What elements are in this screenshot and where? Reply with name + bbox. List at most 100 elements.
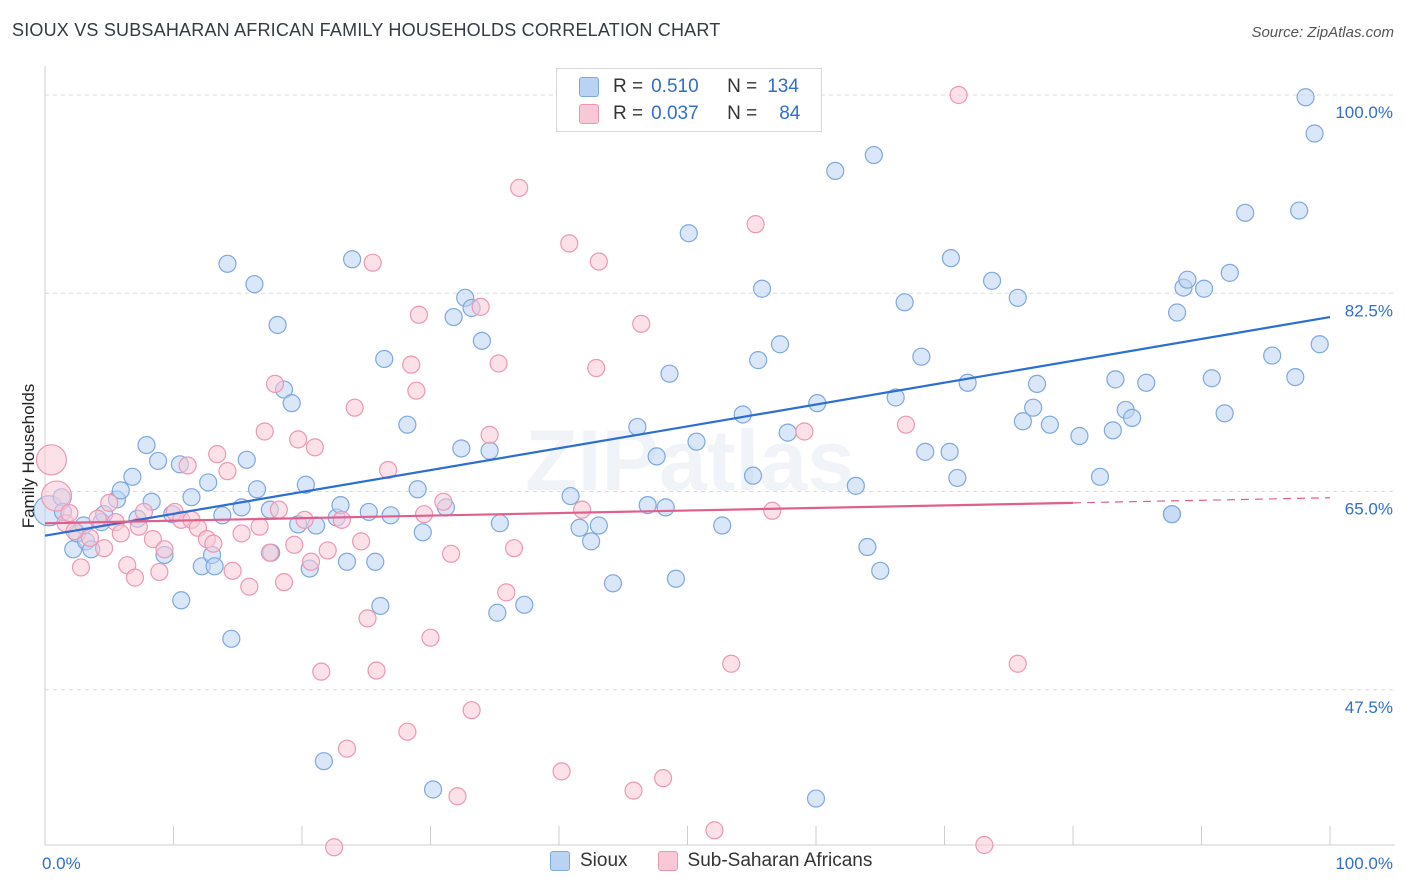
data-point [1236, 203, 1255, 222]
data-point [407, 381, 426, 400]
data-point [1290, 201, 1309, 220]
data-point [367, 661, 386, 680]
data-point [1296, 88, 1315, 107]
data-point [312, 662, 331, 681]
data-point [1202, 369, 1221, 388]
data-point [314, 752, 333, 771]
data-point [749, 351, 768, 370]
x-tick-label: 0.0% [42, 854, 81, 873]
legend-swatch-sioux [579, 77, 599, 97]
data-point [378, 460, 398, 480]
data-point [352, 532, 371, 551]
data-point [1123, 408, 1142, 427]
legend-label-subsaharan: Sub-Saharan Africans [687, 850, 873, 871]
data-point [660, 364, 679, 383]
data-point [223, 561, 242, 580]
data-point [1090, 467, 1110, 486]
data-point [1263, 346, 1282, 365]
legend-n-label: N = [727, 76, 758, 97]
legend-r-label: R = [613, 103, 644, 124]
data-point [705, 821, 724, 840]
data-point [982, 271, 1002, 290]
data-point [337, 739, 357, 758]
data-point [150, 562, 169, 582]
data-point [666, 569, 686, 588]
legend-swatch-subsaharan [579, 104, 599, 124]
data-point [806, 789, 826, 808]
data-point [624, 781, 643, 800]
data-point [375, 349, 394, 369]
data-point [713, 516, 732, 535]
data-point [504, 539, 524, 558]
data-point [444, 307, 463, 327]
data-point [573, 500, 592, 519]
legend-r-label: R = [613, 76, 644, 97]
data-point [1167, 303, 1187, 322]
data-point [245, 275, 264, 294]
trend-lines [44, 315, 1331, 537]
y-tick-label: 47.5% [1345, 698, 1393, 717]
data-point [1305, 124, 1324, 143]
data-point [363, 253, 382, 272]
data-point [510, 178, 529, 197]
data-point [752, 279, 772, 298]
data-point [589, 252, 608, 271]
data-point [100, 493, 119, 512]
data-point [561, 486, 580, 506]
trend-line-1 [44, 501, 1074, 525]
data-point [743, 466, 763, 485]
data-point [871, 561, 890, 580]
data-point [746, 215, 765, 234]
chart-title: SIOUX VS SUBSAHARAN AFRICAN FAMILY HOUSE… [12, 20, 721, 40]
data-point [295, 510, 314, 529]
data-point [471, 297, 490, 316]
data-point [325, 838, 344, 857]
data-point [208, 445, 227, 464]
data-point [80, 528, 100, 548]
data-point [656, 498, 675, 517]
data-point [490, 514, 509, 533]
grid-lines [45, 94, 1395, 691]
data-point [269, 500, 288, 519]
data-point [423, 780, 443, 799]
data-point [218, 462, 237, 481]
data-point [480, 441, 499, 460]
data-point [296, 475, 315, 494]
legend-label-sioux: Sioux [580, 850, 628, 871]
data-point [182, 488, 201, 507]
data-point [770, 335, 790, 354]
legend-swatch-subsaharan [657, 851, 678, 871]
data-point [337, 552, 357, 571]
data-point [35, 444, 68, 476]
data-point [778, 423, 797, 442]
data-point [570, 518, 589, 537]
data-points [33, 85, 1329, 857]
data-point [285, 535, 304, 554]
data-point [240, 577, 259, 596]
data-point [722, 654, 741, 673]
data-point [111, 524, 130, 543]
data-point [218, 254, 237, 273]
data-point [155, 540, 174, 559]
data-point [975, 835, 994, 855]
data-point [205, 557, 224, 576]
data-point [398, 722, 417, 741]
data-point [434, 492, 453, 511]
data-point [289, 430, 308, 449]
data-point [587, 358, 606, 378]
data-point [421, 628, 440, 647]
data-point [414, 505, 434, 524]
legend-n-label: N = [727, 103, 758, 124]
data-point [213, 506, 232, 525]
data-point [1194, 279, 1214, 298]
data-point [148, 451, 168, 471]
data-point [282, 394, 301, 413]
data-point [1040, 415, 1059, 434]
data-point [1178, 270, 1197, 289]
y-tick-label: 82.5% [1345, 301, 1393, 320]
data-point [858, 537, 877, 557]
data-point [1286, 367, 1305, 387]
legend-r-value: 0.510 [651, 76, 699, 97]
data-point [358, 609, 377, 628]
data-point [480, 425, 499, 444]
